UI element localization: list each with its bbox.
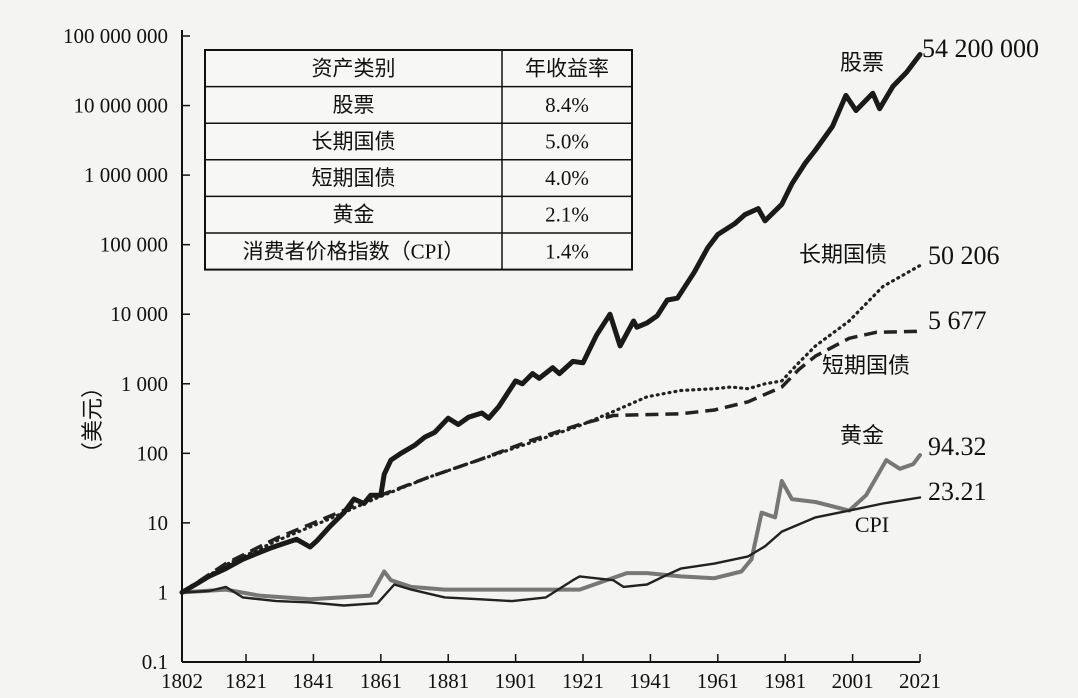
x-tick-label: 1861 — [360, 669, 402, 693]
table-cell: 8.4% — [545, 93, 589, 117]
series-line-3 — [180, 453, 922, 602]
table-cell: 黄金 — [333, 203, 375, 227]
y-tick-label: 1 — [158, 580, 169, 604]
series-end-value: 94.32 — [928, 432, 987, 461]
series-name-label: 长期国债 — [799, 242, 887, 267]
y-tick-label: 100 000 — [100, 233, 168, 257]
table-header-cell: 资产类别 — [312, 56, 396, 80]
series-name-label: 黄金 — [840, 423, 884, 448]
y-tick-label: 0.1 — [142, 650, 168, 674]
x-tick-label: 1981 — [764, 669, 806, 693]
series-end-value: 23.21 — [928, 477, 987, 506]
series-line-1 — [180, 263, 922, 594]
x-tick-label: 1821 — [225, 669, 267, 693]
x-tick-label: 1921 — [562, 669, 604, 693]
x-tick-label: 2021 — [899, 669, 941, 693]
table-header-cell: 年收益率 — [525, 56, 609, 80]
x-tick-label: 1901 — [495, 669, 537, 693]
table-cell: 长期国债 — [312, 130, 396, 154]
y-tick-label: 10 — [147, 511, 168, 535]
x-tick-label: 1941 — [629, 669, 671, 693]
y-tick-label: 100 000 000 — [63, 24, 168, 48]
x-tick-label: 1802 — [161, 669, 203, 693]
series-line-0 — [179, 52, 923, 595]
series-name-label: 短期国债 — [822, 353, 910, 378]
y-tick-label: 10 000 — [110, 302, 168, 326]
y-tick-label: 1 000 — [121, 372, 168, 396]
x-tick-label: 1961 — [697, 669, 739, 693]
y-axis-label: （美元） — [80, 376, 105, 464]
series-line-2 — [181, 329, 921, 594]
x-tick-label: 1881 — [427, 669, 469, 693]
table-cell: 5.0% — [545, 130, 589, 154]
table-cell: 股票 — [333, 93, 375, 117]
series-end-value: 50 206 — [928, 241, 1000, 270]
table-cell: 2.1% — [545, 203, 589, 227]
series-name-label: CPI — [855, 512, 889, 537]
y-tick-label: 1 000 000 — [84, 163, 168, 187]
table-cell: 消费者价格指数（CPI） — [243, 239, 465, 263]
series-name-label: 股票 — [840, 50, 884, 75]
table-cell: 短期国债 — [312, 166, 396, 190]
series-end-value: 5 677 — [928, 306, 987, 335]
series-end-value: 54 200 000 — [922, 34, 1039, 63]
x-tick-label: 2001 — [832, 669, 874, 693]
series-line-4 — [180, 496, 922, 607]
y-tick-label: 10 000 000 — [74, 94, 169, 118]
x-tick-label: 1841 — [292, 669, 334, 693]
table-cell: 1.4% — [545, 239, 589, 263]
y-tick-label: 100 — [137, 441, 169, 465]
table-cell: 4.0% — [545, 166, 589, 190]
